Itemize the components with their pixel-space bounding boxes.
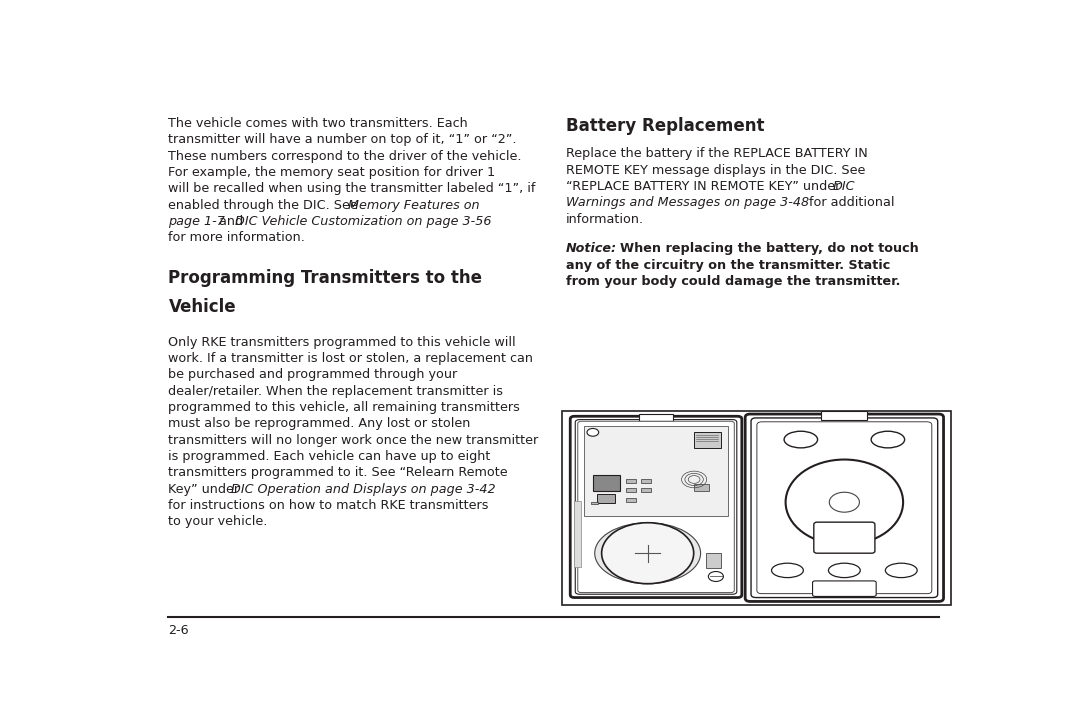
Circle shape: [602, 523, 693, 584]
Text: dealer/retailer. When the replacement transmitter is: dealer/retailer. When the replacement tr…: [168, 384, 503, 397]
Bar: [597, 495, 616, 503]
Text: any of the circuitry on the transmitter. Static: any of the circuitry on the transmitter.…: [566, 258, 890, 271]
Ellipse shape: [872, 431, 905, 448]
Circle shape: [708, 572, 724, 582]
Text: for more information.: for more information.: [168, 231, 306, 244]
FancyBboxPatch shape: [814, 522, 875, 553]
Text: transmitters will no longer work once the new transmitter: transmitters will no longer work once th…: [168, 433, 539, 446]
FancyBboxPatch shape: [578, 421, 734, 593]
Bar: [584, 426, 728, 516]
Text: for instructions on how to match RKE transmitters: for instructions on how to match RKE tra…: [168, 499, 489, 512]
Text: 2-6: 2-6: [168, 624, 189, 637]
Bar: [694, 432, 721, 448]
Text: work. If a transmitter is lost or stolen, a replacement can: work. If a transmitter is lost or stolen…: [168, 352, 534, 365]
Bar: [626, 488, 636, 492]
Text: from your body could damage the transmitter.: from your body could damage the transmit…: [566, 275, 901, 288]
Text: DIC Operation and Displays on page 3-42: DIC Operation and Displays on page 3-42: [231, 482, 496, 495]
Bar: [706, 553, 721, 568]
Text: information.: information.: [566, 213, 644, 226]
Text: be purchased and programmed through your: be purchased and programmed through your: [168, 368, 458, 381]
Ellipse shape: [785, 459, 903, 545]
Text: transmitters programmed to it. See “Relearn Remote: transmitters programmed to it. See “Rele…: [168, 467, 508, 480]
Text: REMOTE KEY message displays in the DIC. See: REMOTE KEY message displays in the DIC. …: [566, 163, 865, 176]
Text: for additional: for additional: [805, 197, 894, 210]
Text: Vehicle: Vehicle: [168, 298, 237, 316]
Circle shape: [829, 492, 860, 512]
Text: Only RKE transmitters programmed to this vehicle will: Only RKE transmitters programmed to this…: [168, 336, 516, 348]
Text: “REPLACE BATTERY IN REMOTE KEY” under: “REPLACE BATTERY IN REMOTE KEY” under: [566, 180, 845, 193]
Text: Replace the battery if the REPLACE BATTERY IN: Replace the battery if the REPLACE BATTE…: [566, 148, 868, 161]
Text: Programming Transmitters to the: Programming Transmitters to the: [168, 269, 483, 287]
Ellipse shape: [828, 563, 861, 577]
FancyBboxPatch shape: [570, 416, 742, 598]
Text: enabled through the DIC. See: enabled through the DIC. See: [168, 199, 362, 212]
Ellipse shape: [784, 431, 818, 448]
FancyBboxPatch shape: [745, 414, 944, 601]
Text: programmed to this vehicle, all remaining transmitters: programmed to this vehicle, all remainin…: [168, 401, 521, 414]
Bar: [694, 484, 710, 490]
Text: For example, the memory seat position for driver 1: For example, the memory seat position fo…: [168, 166, 496, 179]
Bar: [640, 488, 650, 492]
Text: The vehicle comes with two transmitters. Each: The vehicle comes with two transmitters.…: [168, 117, 469, 130]
Text: These numbers correspond to the driver of the vehicle.: These numbers correspond to the driver o…: [168, 150, 522, 163]
Ellipse shape: [595, 523, 701, 584]
Bar: [639, 414, 673, 420]
Bar: [562, 410, 951, 605]
Text: and: and: [215, 215, 246, 228]
Bar: [821, 411, 867, 420]
FancyBboxPatch shape: [812, 581, 876, 596]
FancyBboxPatch shape: [576, 420, 737, 594]
Text: Warnings and Messages on page 3-48: Warnings and Messages on page 3-48: [566, 197, 809, 210]
Bar: [626, 480, 636, 483]
FancyBboxPatch shape: [757, 422, 932, 594]
Bar: [591, 502, 598, 505]
Text: DIC Vehicle Customization on page 3-56: DIC Vehicle Customization on page 3-56: [234, 215, 491, 228]
Text: DIC: DIC: [833, 180, 854, 193]
Ellipse shape: [771, 563, 804, 577]
Text: transmitter will have a number on top of it, “1” or “2”.: transmitter will have a number on top of…: [168, 133, 517, 146]
Text: When replacing the battery, do not touch: When replacing the battery, do not touch: [611, 242, 919, 256]
Text: must also be reprogrammed. Any lost or stolen: must also be reprogrammed. Any lost or s…: [168, 418, 471, 431]
Text: to your vehicle.: to your vehicle.: [168, 516, 268, 528]
Ellipse shape: [886, 563, 917, 577]
Text: is programmed. Each vehicle can have up to eight: is programmed. Each vehicle can have up …: [168, 450, 490, 463]
Text: Battery Replacement: Battery Replacement: [566, 117, 765, 135]
Bar: [626, 498, 636, 502]
Text: will be recalled when using the transmitter labeled “1”, if: will be recalled when using the transmit…: [168, 182, 536, 195]
Text: Key” under: Key” under: [168, 482, 244, 495]
Text: Notice:: Notice:: [566, 242, 617, 256]
Text: page 1-7: page 1-7: [168, 215, 226, 228]
Bar: [593, 475, 620, 490]
Bar: [640, 480, 650, 483]
FancyBboxPatch shape: [751, 418, 937, 598]
Bar: [575, 500, 581, 567]
Circle shape: [588, 428, 598, 436]
Text: Memory Features on: Memory Features on: [348, 199, 480, 212]
